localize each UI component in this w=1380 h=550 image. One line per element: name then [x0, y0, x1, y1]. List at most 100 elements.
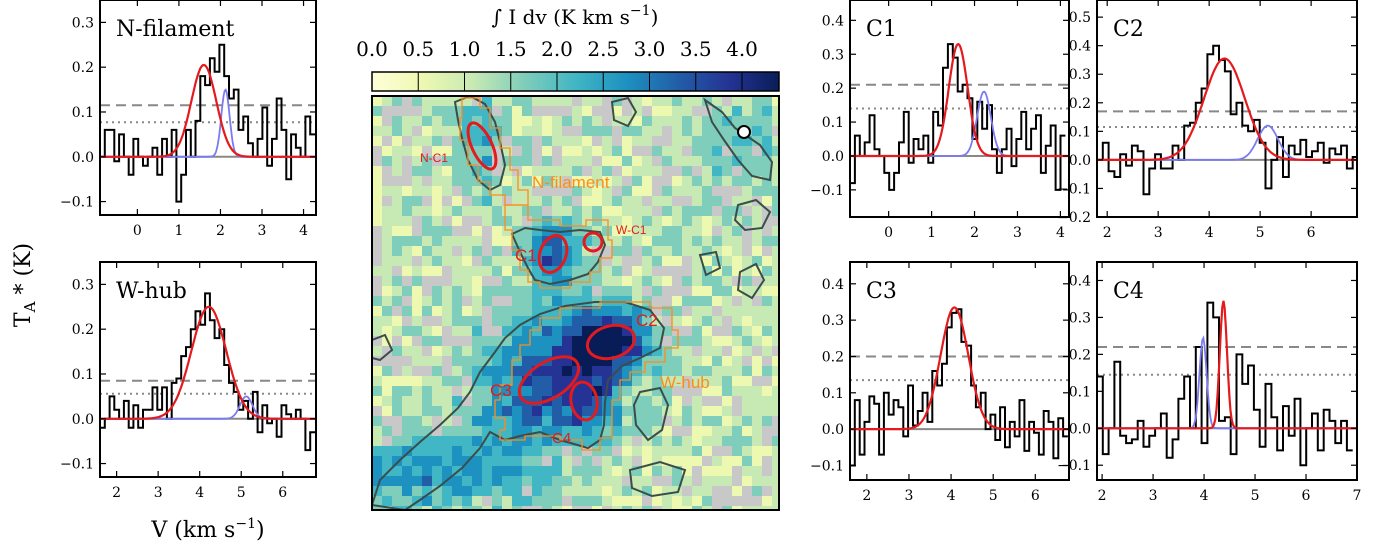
x-tick-label: 2 [1103, 225, 1112, 241]
map-pixel [512, 336, 522, 346]
map-pixel [522, 256, 532, 266]
map-pixel [582, 406, 592, 416]
map-pixel [522, 426, 532, 436]
map-pixel [772, 216, 779, 226]
map-pixel [532, 256, 542, 266]
map-pixel [482, 496, 492, 506]
map-pixel [402, 146, 412, 156]
y-tick-label: 0.4 [1069, 39, 1091, 55]
map-pixel [772, 416, 779, 426]
map-pixel [532, 416, 542, 426]
map-pixel [622, 196, 632, 206]
map-pixel [592, 256, 602, 266]
fit-main-line [850, 306, 1069, 431]
map-pixel [702, 116, 712, 126]
map-pixel [682, 366, 692, 376]
map-pixel [392, 126, 402, 136]
map-pixel [602, 116, 612, 126]
map-pixel [572, 186, 582, 196]
map-pixel [742, 316, 752, 326]
map-pixel [662, 336, 672, 346]
map-pixel [602, 136, 612, 146]
map-pixel [442, 96, 452, 106]
map-pixel [702, 286, 712, 296]
map-pixel [392, 106, 402, 116]
map-pixel [712, 236, 722, 246]
map-pixel [642, 106, 652, 116]
map-pixel [682, 226, 692, 236]
map-pixel [482, 356, 492, 366]
map-pixel [482, 266, 492, 276]
map-pixel [532, 126, 542, 136]
map-pixel [392, 356, 402, 366]
x-tick-label: 3 [905, 488, 914, 504]
map-pixel [772, 116, 779, 126]
panel-frame [849, 0, 1070, 218]
map-pixel [682, 246, 692, 256]
map-pixel [372, 156, 382, 166]
map-pixel [372, 126, 382, 136]
colorbar-tick-label: 3.0 [634, 37, 666, 61]
map-pixel [412, 146, 422, 156]
y-tick-label: 0.2 [1069, 96, 1091, 112]
map-pixel [712, 106, 722, 116]
map-pixel [392, 366, 402, 376]
map-pixel [432, 336, 442, 346]
map-pixel [412, 466, 422, 476]
map-pixel [532, 116, 542, 126]
map-pixel [392, 146, 402, 156]
map-pixel [772, 456, 779, 466]
map-pixel [512, 486, 522, 496]
map-pixel [752, 406, 762, 416]
map-pixel [452, 176, 462, 186]
map-pixel [462, 166, 472, 176]
map-pixel [722, 406, 732, 416]
map-pixel [422, 386, 432, 396]
map-pixel [722, 296, 732, 306]
map-pixel [462, 266, 472, 276]
map-pixel [502, 106, 512, 116]
map-pixel [762, 116, 772, 126]
map-pixel [422, 446, 432, 456]
map-pixel [462, 106, 472, 116]
map-pixel [422, 236, 432, 246]
map-pixel [432, 256, 442, 266]
map-pixel [442, 246, 452, 256]
map-pixel [562, 206, 572, 216]
map-pixel [652, 206, 662, 216]
map-pixel [722, 366, 732, 376]
map-pixel [492, 496, 502, 506]
map-pixel [602, 366, 612, 376]
map-pixel [422, 496, 432, 506]
map-pixel [482, 146, 492, 156]
map-pixel [672, 156, 682, 166]
map-pixel [502, 356, 512, 366]
map-pixel [712, 226, 722, 236]
map-pixel [772, 166, 779, 176]
map-pixel [512, 456, 522, 466]
map-pixel [372, 246, 382, 256]
map-pixel [552, 246, 562, 256]
map-pixel [422, 486, 432, 496]
y-tick-label: 0.4 [1069, 273, 1091, 289]
map-pixel [632, 256, 642, 266]
fit-main-line [1097, 300, 1357, 430]
map-pixel [702, 446, 712, 456]
map-pixel [512, 106, 522, 116]
map-pixel [752, 336, 762, 346]
map-pixel [672, 316, 682, 326]
map-pixel [552, 196, 562, 206]
y-tick-label: 0.4 [822, 13, 844, 29]
map-pixel [612, 226, 622, 236]
map-pixel [452, 226, 462, 236]
map-pixel [462, 146, 472, 156]
map-pixel [482, 486, 492, 496]
map-pixel [742, 276, 752, 286]
map-pixel [742, 176, 752, 186]
map-pixel [452, 256, 462, 266]
map-pixel [602, 156, 612, 166]
y-tick-label: 0.0 [822, 149, 844, 165]
map-pixel [562, 196, 572, 206]
map-pixel [402, 276, 412, 286]
map-pixel [502, 336, 512, 346]
